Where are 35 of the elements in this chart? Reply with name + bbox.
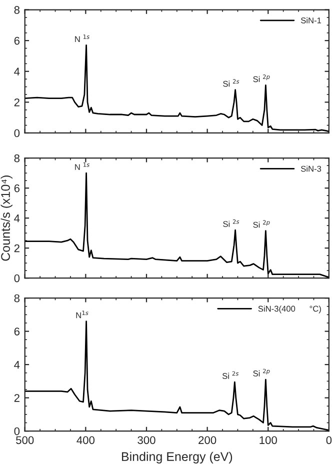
annotation: Si $^{2p}$: [253, 220, 270, 228]
y-tick-label: 6: [14, 184, 20, 192]
annotation: N $^{1s}$: [75, 34, 90, 42]
annotation: Si $^{2p}$: [253, 74, 270, 82]
x-tick-label: 500: [16, 436, 34, 444]
y-tick-label: 2: [14, 98, 20, 106]
annotation: N $^{1s}$: [75, 162, 90, 170]
y-tick-label: 4: [14, 214, 20, 222]
annotation: N$^{1s}$: [76, 310, 88, 318]
legend-label: SiN-3: [300, 166, 322, 172]
x-tick-label: 200: [198, 436, 216, 444]
y-tick-label: 6: [14, 328, 20, 336]
x-tick-label: 400: [76, 436, 95, 444]
y-tick-label: 0: [14, 129, 20, 138]
y-axis-title: Counts/s (x10⁴): [0, 176, 12, 261]
legend-label: SiN-3(400 °C): [258, 306, 321, 314]
annotation: Si $^{2s}$: [222, 371, 239, 379]
y-tick-label: 8: [14, 6, 20, 14]
y-tick-label: 4: [14, 68, 20, 76]
legend-label: SiN-1: [300, 17, 322, 24]
y-tick-label: 6: [14, 36, 20, 45]
y-tick-label: 2: [14, 394, 20, 402]
y-tick-label: 0: [14, 427, 20, 436]
y-tick-label: 2: [14, 244, 20, 252]
y-tick-label: 4: [14, 360, 20, 369]
x-tick-label: 300: [138, 436, 156, 444]
y-tick-label: 8: [14, 294, 20, 302]
y-tick-label: 0: [14, 274, 20, 282]
x-tick-label: 0: [326, 436, 332, 444]
annotation: Si $^{2s}$: [223, 79, 240, 87]
y-tick-label: 8: [14, 154, 20, 162]
x-axis-title: Binding Energy (eV): [122, 452, 232, 464]
annotation: Si $^{2s}$: [223, 219, 240, 227]
x-tick-label: 100: [260, 436, 277, 444]
annotation: Si $^{2p}$: [253, 368, 270, 376]
